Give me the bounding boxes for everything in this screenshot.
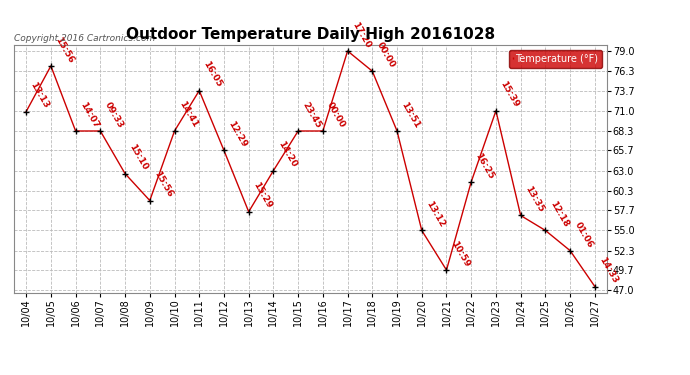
Text: 13:51: 13:51	[400, 100, 422, 129]
Text: 00:00: 00:00	[326, 100, 347, 129]
Text: 13:35: 13:35	[523, 185, 545, 214]
Text: 15:10: 15:10	[128, 143, 150, 172]
Text: 15:56: 15:56	[53, 35, 75, 64]
Text: 14:33: 14:33	[598, 256, 620, 285]
Text: 13:13: 13:13	[29, 81, 51, 110]
Text: 15:29: 15:29	[251, 181, 273, 210]
Text: 16:25: 16:25	[474, 151, 496, 180]
Text: 09:33: 09:33	[103, 100, 125, 129]
Text: 16:05: 16:05	[201, 60, 224, 89]
Text: 17:20: 17:20	[350, 20, 372, 50]
Legend: Temperature (°F): Temperature (°F)	[509, 50, 602, 68]
Text: 14:07: 14:07	[78, 100, 100, 129]
Text: 15:56: 15:56	[152, 170, 175, 199]
Text: Copyright 2016 Cartronics.com: Copyright 2016 Cartronics.com	[14, 33, 155, 42]
Text: 14:41: 14:41	[177, 100, 199, 129]
Title: Outdoor Temperature Daily High 20161028: Outdoor Temperature Daily High 20161028	[126, 27, 495, 42]
Text: 14:20: 14:20	[276, 140, 298, 169]
Text: 12:29: 12:29	[226, 120, 248, 149]
Text: 01:06: 01:06	[573, 220, 595, 249]
Text: 23:45: 23:45	[301, 100, 323, 129]
Text: 12:18: 12:18	[548, 200, 570, 229]
Text: 15:39: 15:39	[498, 80, 520, 109]
Text: 10:59: 10:59	[449, 239, 471, 268]
Text: 13:12: 13:12	[424, 200, 446, 229]
Text: 00:00: 00:00	[375, 41, 397, 70]
